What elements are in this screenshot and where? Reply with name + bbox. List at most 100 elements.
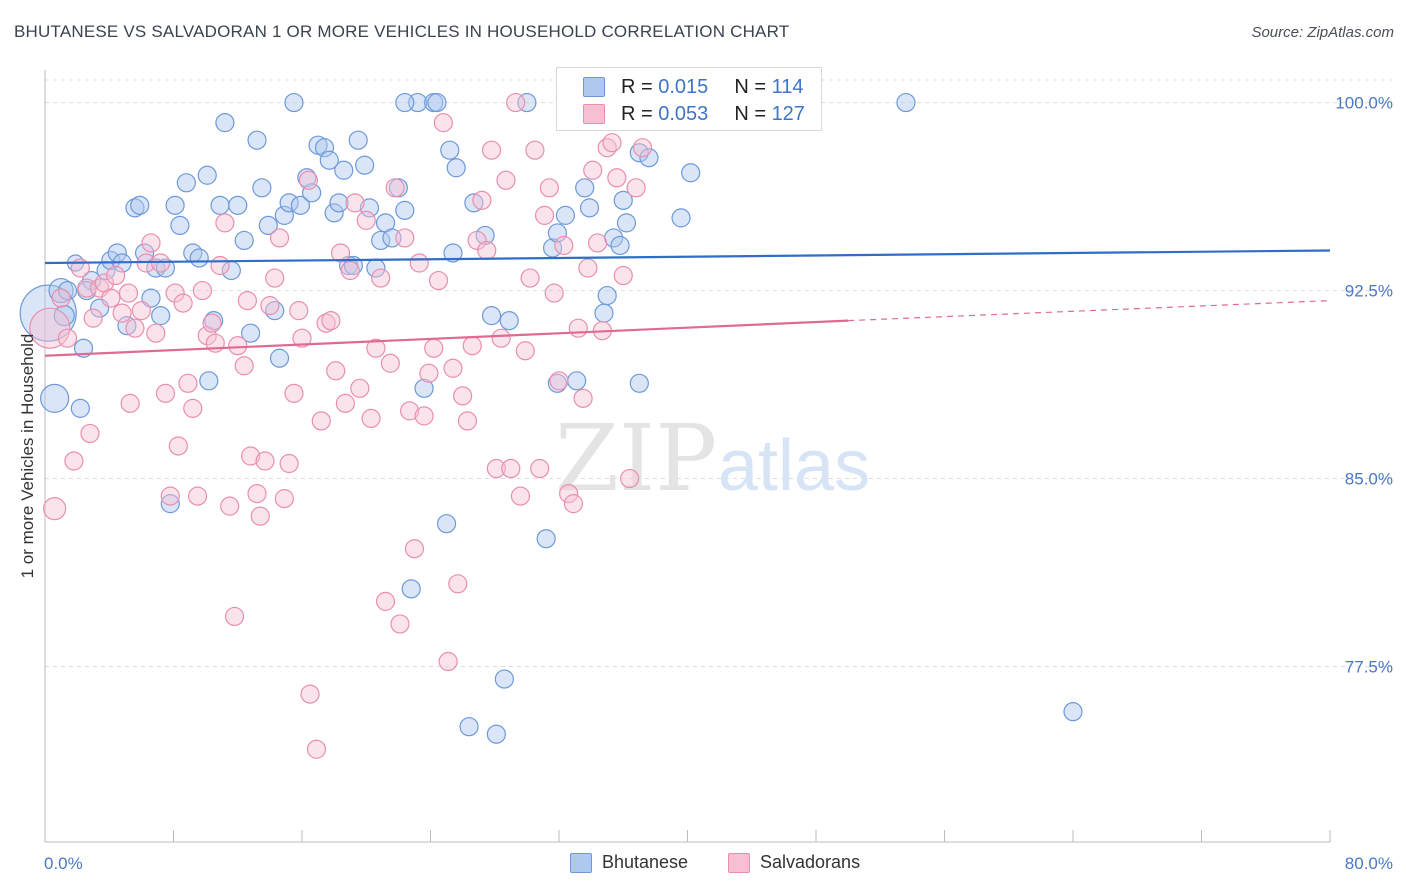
data-point [274,489,294,509]
axes [44,70,1331,843]
data-point [404,539,425,559]
data-point [539,178,559,198]
data-point [380,353,400,373]
data-point [228,195,248,215]
legend-row-salvadoran: R = 0.053 N = 127 [557,101,805,127]
legend-row-bhutanese: R = 0.015 N = 114 [557,74,803,100]
data-point [443,243,463,263]
data-point [43,497,67,521]
data-point [579,198,600,218]
data-point [241,446,261,466]
data-point [326,361,346,381]
tick-labels: 77.5% 85.0% 92.5% 100.0% 0.0% 80.0% [44,94,1393,873]
data-point [578,258,598,278]
data-point [481,306,502,326]
data-point [73,338,94,358]
data-point [448,574,468,594]
legend-n-value: 114 [771,75,804,98]
data-point [131,301,151,321]
data-point [366,338,386,358]
data-point [554,235,574,256]
data-point [348,130,368,150]
data-point [284,92,304,113]
data-point [51,288,71,308]
y-tick-label: 85.0% [1345,470,1393,489]
data-point [340,260,360,281]
data-point [506,92,526,113]
data-point [436,514,457,534]
salvadoran-legend-label: Salvadorans [760,852,861,872]
bhutanese-legend-label: Bhutanese [602,852,689,872]
data-point [289,301,309,321]
data-point [269,348,290,368]
y-axis-label: 1 or more Vehicles in Household [18,334,37,579]
data-point [117,316,137,336]
data-point [390,614,410,634]
data-point [120,393,140,413]
data-point [260,296,280,316]
legend-n-value: 127 [771,102,805,125]
data-point [602,133,622,153]
data-point [189,248,209,268]
data-point [247,483,267,504]
data-point [178,373,198,393]
data-point [70,398,90,418]
data-point [1063,702,1083,722]
salvadoran-swatch [583,104,605,124]
data-point [427,92,447,113]
data-point [472,190,492,210]
data-point [575,178,595,198]
data-point [443,358,463,378]
data-point [141,233,161,253]
chart-source: Source: ZipAtlas.com [1251,24,1394,41]
data-point [324,203,344,223]
data-point [255,451,275,471]
data-point [567,371,587,391]
data-point [457,411,478,431]
data-point [335,393,355,413]
data-point [414,406,434,426]
data-point [237,290,257,311]
y-tick-label: 100.0% [1335,94,1393,113]
data-point [401,579,421,599]
data-point [302,183,322,203]
data-point [359,198,380,218]
data-point [279,453,299,474]
data-point [197,326,217,346]
data-point [220,496,240,516]
data-point [459,717,479,737]
data-point [520,268,540,288]
data-point [409,253,429,273]
legend-item-salvadorans: Salvadorans [728,852,860,873]
bhutanese-legend-swatch [570,852,592,873]
data-point [160,486,180,506]
data-point [112,303,132,323]
data-point [481,140,502,160]
data-point [587,233,608,253]
data-point [440,140,460,160]
data-point [530,458,550,479]
legend-item-bhutanese: Bhutanese [570,852,688,873]
data-point [400,401,420,421]
data-point [671,208,691,228]
data-point [355,155,375,175]
data-point [499,311,519,331]
data-point [594,303,614,323]
data-point [106,265,126,286]
data-point [155,383,176,403]
data-point [183,398,203,418]
data-point [385,178,405,198]
data-point [428,270,449,291]
data-point [395,228,415,248]
data-point [187,486,208,506]
data-point [896,92,916,113]
data-point [477,240,497,261]
data-point [29,307,71,349]
stats-legend: R = 0.015 N = 114 R = 0.053 N = 127 [556,67,822,131]
data-point [241,323,261,343]
data-point [176,173,196,193]
data-point [613,265,633,286]
trend-lines [44,249,1331,357]
data-point [57,280,78,301]
data-point [165,283,185,303]
